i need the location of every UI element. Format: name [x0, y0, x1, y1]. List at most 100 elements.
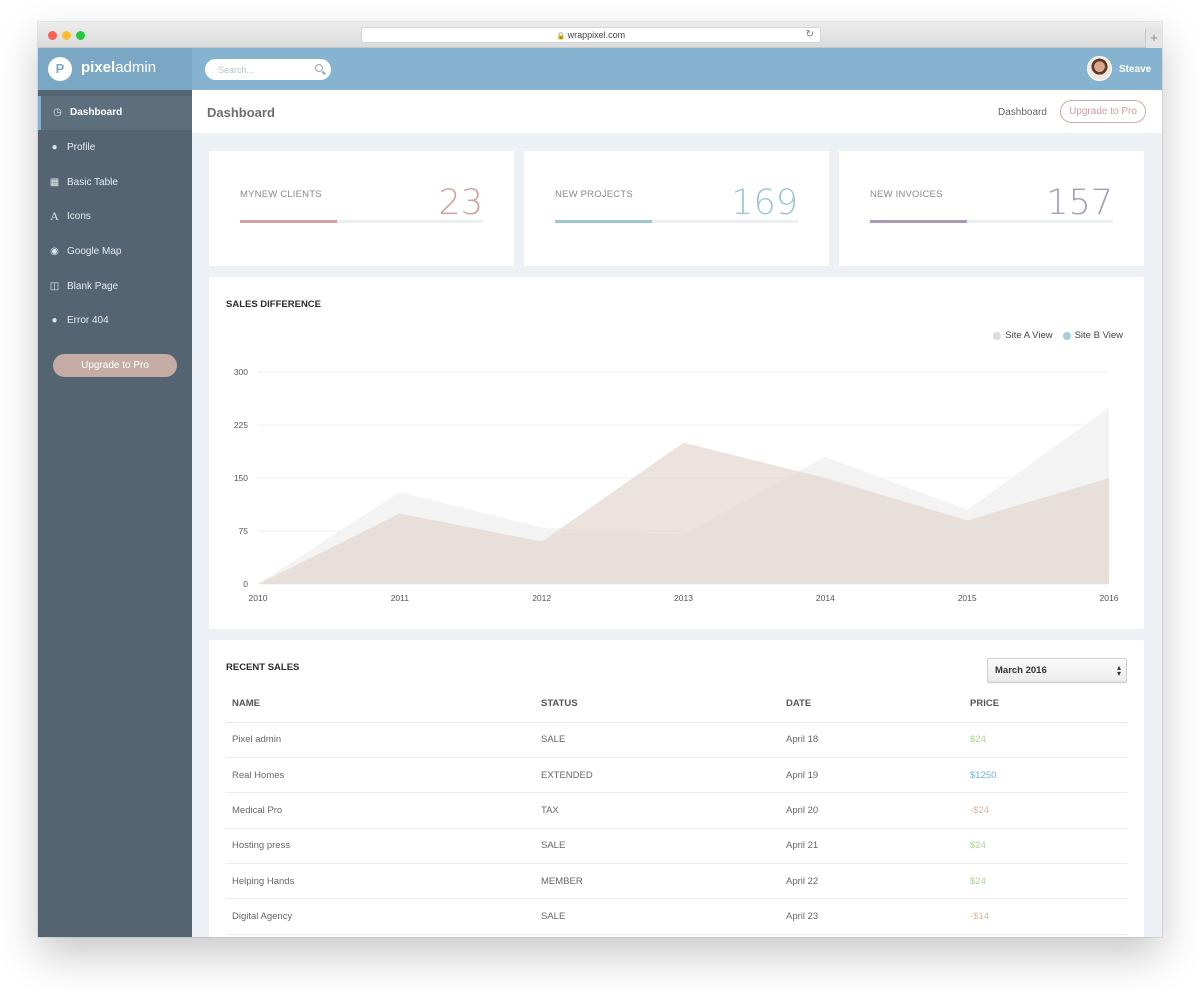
cell-date: April 20 [780, 792, 964, 829]
minimize-window-button[interactable] [62, 31, 71, 40]
stat-progress-fill [240, 220, 338, 223]
column-header-name[interactable]: NAME [226, 686, 535, 723]
month-select-value: March 2016 [995, 665, 1047, 676]
sidebar-item-label: Dashboard [70, 107, 123, 118]
new-tab-button[interactable]: + [1145, 29, 1162, 48]
stat-progress-track [870, 220, 1113, 223]
recent-sales-card: RECENT SALES March 2016 ▴ ▾ NAME STATUS D… [209, 640, 1144, 937]
address-bar-url: wrappixel.com [567, 30, 626, 40]
cell-date: April 18 [780, 722, 964, 758]
table-row[interactable]: Real Homes EXTENDED April 19 $1250 [226, 757, 1127, 794]
legend-swatch [993, 331, 1002, 340]
column-header-status[interactable]: STATUS [535, 686, 780, 723]
sidebar-item-error-404[interactable]: ● Error 404 [38, 304, 192, 338]
search-box [205, 59, 331, 80]
breadcrumb[interactable]: Dashboard [998, 107, 1047, 118]
y-tick-label: 150 [234, 473, 248, 483]
legend-label: Site A View [1005, 330, 1053, 341]
cell-date: April 19 [780, 757, 964, 794]
cell-price: $24 [964, 722, 1127, 758]
header-upgrade-button[interactable]: Upgrade to Pro [1060, 100, 1146, 123]
lock-icon: 🔒 [556, 33, 566, 40]
chart-legend: Site A View Site B View [993, 330, 1123, 341]
globe-icon: ◉ [50, 246, 59, 257]
stat-label: MYNEW CLIENTS [240, 189, 322, 200]
column-header-date[interactable]: DATE [780, 686, 964, 723]
recent-sales-table: NAME STATUS DATE PRICE Pixel admin SALE … [226, 686, 1127, 935]
column-header-price[interactable]: PRICE [964, 686, 1127, 723]
logo-text-light: admin [115, 59, 157, 76]
stat-label: NEW INVOICES [870, 189, 943, 200]
cell-status: SALE [535, 722, 780, 758]
legend-label: Site B View [1074, 330, 1123, 341]
stat-progress-fill [870, 220, 968, 223]
stat-card-new-projects: NEW PROJECTS 169 [524, 151, 829, 266]
stat-value: 23 [438, 183, 483, 223]
cell-price: $24 [964, 863, 1127, 900]
logo-text-bold: pixel [81, 59, 116, 76]
x-tick-label: 2014 [816, 593, 835, 603]
table-header-row: NAME STATUS DATE PRICE [226, 686, 1127, 723]
sidebar-item-profile[interactable]: ● Profile [38, 131, 192, 165]
table-icon: ▦ [49, 177, 60, 188]
font-icon: A [50, 209, 59, 223]
sidebar-item-dashboard[interactable]: ◷ Dashboard [38, 96, 192, 130]
x-tick-label: 2011 [391, 593, 410, 603]
stat-progress-track [240, 220, 483, 223]
recent-sales-title: RECENT SALES [226, 662, 300, 673]
sidebar-item-google-map[interactable]: ◉ Google Map [38, 235, 192, 269]
stat-label: NEW PROJECTS [555, 189, 633, 200]
chart-title: SALES DIFFERENCE [226, 299, 322, 310]
columns-icon: ◫ [49, 281, 60, 292]
stat-card-new-invoices: NEW INVOICES 157 [839, 151, 1144, 266]
address-bar[interactable]: 🔒 wrappixel.com ↻ [361, 27, 821, 43]
sidebar-item-icons[interactable]: A Icons [38, 200, 192, 234]
maximize-window-button[interactable] [76, 31, 85, 40]
sidebar-item-blank-page[interactable]: ◫ Blank Page [38, 270, 192, 304]
cell-price: $24 [964, 828, 1127, 865]
y-tick-label: 225 [234, 420, 248, 430]
table-row[interactable]: Medical Pro TAX April 20 -$24 [226, 792, 1127, 829]
area-series-site-b [258, 442, 1109, 584]
top-navbar: P pixeladmin Steave [38, 48, 1162, 90]
close-window-button[interactable] [48, 31, 57, 40]
y-tick-label: 75 [239, 526, 249, 536]
table-row[interactable]: Digital Agency SALE April 23 -$14 [226, 898, 1127, 935]
cell-date: April 23 [780, 898, 964, 935]
sales-difference-chart: 0 75 150 225 300 2010 2011 2012 2013 2014 2015 2016 [234, 367, 1119, 603]
table-row[interactable]: Helping Hands MEMBER April 22 $24 [226, 863, 1127, 900]
page-title: Dashboard [207, 105, 275, 120]
table-row[interactable]: Pixel admin SALE April 18 $24 [226, 722, 1127, 758]
sidebar-item-label: Basic Table [67, 177, 118, 188]
search-input[interactable] [205, 59, 305, 80]
sidebar-item-label: Profile [67, 142, 96, 153]
sidebar-item-label: Google Map [67, 246, 122, 257]
stat-value: 157 [1046, 183, 1113, 223]
reload-icon[interactable]: ↻ [805, 29, 814, 40]
info-icon: ● [51, 315, 58, 326]
logo[interactable]: P pixeladmin [38, 48, 192, 90]
avatar[interactable] [1087, 56, 1112, 81]
sidebar-item-basic-table[interactable]: ▦ Basic Table [38, 166, 192, 200]
stat-value: 169 [731, 183, 798, 223]
x-tick-label: 2015 [958, 593, 977, 603]
browser-window: 🔒wrappixel.com ↻ + P pixeladmin Steave ◷… [38, 22, 1162, 937]
search-icon[interactable] [315, 64, 323, 72]
browser-toolbar: 🔒 wrappixel.com ↻ + [38, 22, 1162, 48]
cell-name: Real Homes [226, 757, 535, 794]
table-row[interactable]: Hosting press SALE April 21 $24 [226, 828, 1127, 865]
logo-text: pixeladmin [81, 59, 156, 76]
cell-status: MEMBER [535, 863, 780, 900]
cell-name: Digital Agency [226, 898, 535, 935]
month-select[interactable]: March 2016 ▴ ▾ [987, 658, 1127, 683]
y-tick-label: 300 [234, 367, 248, 377]
legend-item-site-b: Site B View [1062, 330, 1123, 341]
legend-item-site-a: Site A View [993, 330, 1053, 341]
sidebar-item-label: Icons [67, 211, 91, 222]
sidebar-item-label: Blank Page [67, 281, 119, 292]
cell-date: April 22 [780, 863, 964, 900]
cell-name: Helping Hands [226, 863, 535, 900]
sidebar-item-label: Error 404 [67, 315, 109, 326]
user-name[interactable]: Steave [1119, 64, 1152, 75]
sidebar-upgrade-button[interactable]: Upgrade to Pro [53, 354, 177, 377]
